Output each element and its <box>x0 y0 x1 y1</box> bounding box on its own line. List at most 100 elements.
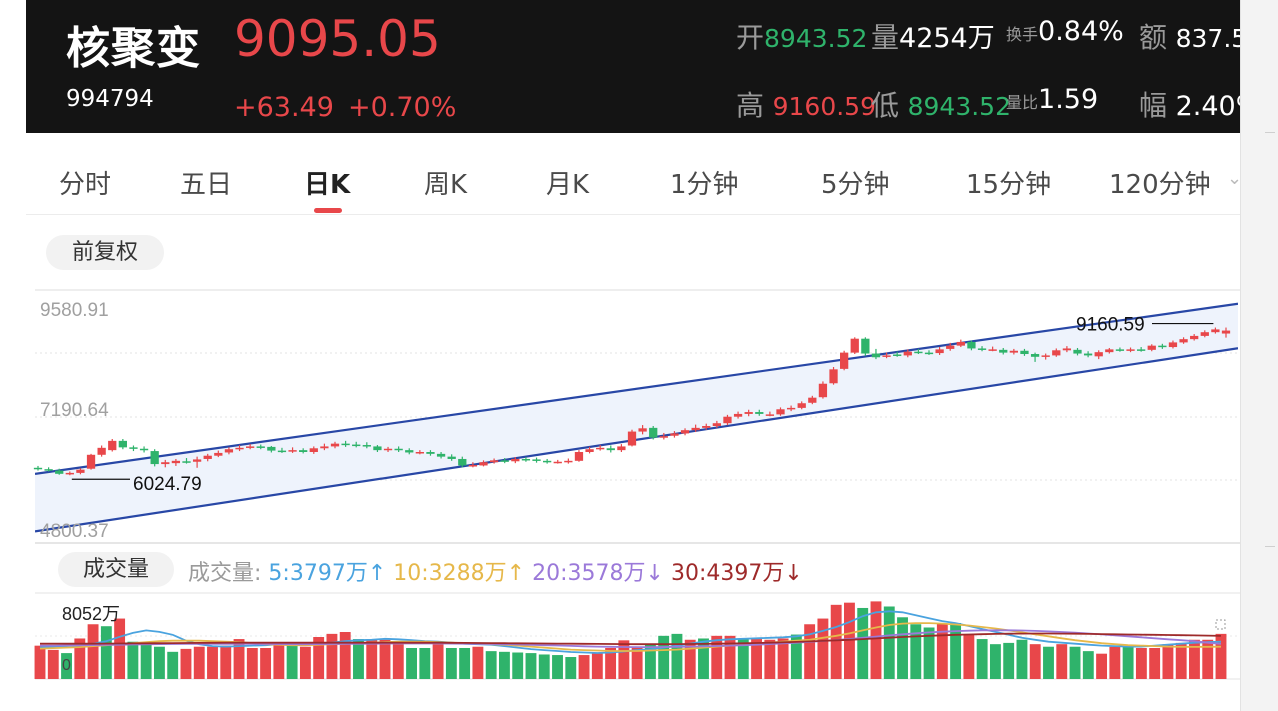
candle-body <box>659 436 668 438</box>
candle-body <box>553 461 562 464</box>
candle-body <box>617 446 626 451</box>
trend-channel-upper-line <box>35 302 1238 475</box>
volume-bar <box>100 626 112 679</box>
volume-bar <box>1096 653 1108 679</box>
tab-5min[interactable]: 5分钟 <box>821 170 890 200</box>
candle-body <box>840 352 849 369</box>
candle-body <box>1062 348 1072 351</box>
candle-body <box>564 460 573 463</box>
volume-bar <box>167 651 179 679</box>
volume-bar <box>498 651 510 679</box>
candle-body <box>447 456 456 459</box>
tab-intraday[interactable]: 分时 <box>59 170 112 200</box>
volume-indicator-button[interactable]: 成交量 <box>58 552 174 587</box>
chevron-down-icon[interactable]: ⌄ <box>1227 168 1243 189</box>
volume-bar <box>180 648 192 679</box>
candle-body <box>606 448 615 451</box>
volume-bar <box>273 642 285 679</box>
volume-bar <box>870 601 882 679</box>
amount-label: 额 <box>1139 21 1168 54</box>
turnover-stat: 换手0.84% <box>1006 16 1124 47</box>
candle-body <box>521 458 531 461</box>
crosshair-icon[interactable] <box>1215 619 1226 630</box>
volume-bar <box>883 606 895 679</box>
candle-body <box>309 448 318 453</box>
candle-body <box>267 446 276 451</box>
candle-body <box>65 472 74 475</box>
high-marker-label: 9160.59 <box>1076 315 1145 336</box>
tab-weekly-k[interactable]: 周K <box>424 170 468 200</box>
ma30-value: 30:4397万↓ <box>670 561 803 586</box>
candle-body <box>1020 350 1029 355</box>
tab-15min[interactable]: 15分钟 <box>966 170 1052 200</box>
volume-ma30-line <box>40 632 1222 646</box>
candle-body <box>489 460 499 463</box>
candle-body <box>1179 339 1188 343</box>
volume-bar <box>1215 633 1227 679</box>
candle-body <box>712 423 721 426</box>
candle-body <box>1083 353 1093 356</box>
candle-body <box>1115 349 1125 351</box>
candle-body <box>320 446 329 449</box>
low-value: 8943.52 <box>907 92 1011 121</box>
volume-bar <box>976 639 988 679</box>
candle-body <box>192 459 202 462</box>
candle-body <box>723 416 732 424</box>
candle-body <box>1009 350 1018 353</box>
candle-body <box>585 449 594 453</box>
tab-120min[interactable]: 120分钟 <box>1109 170 1211 200</box>
period-tabs: 分时 五日 日K 周K 月K 1分钟 5分钟 15分钟 120分钟 ⌄ <box>26 140 1243 215</box>
volume-bar <box>631 646 643 679</box>
volume-bar <box>910 624 922 679</box>
candle-body <box>733 413 743 417</box>
high-stat: 高 9160.59 <box>736 84 876 124</box>
tab-daily-k[interactable]: 日K <box>304 170 351 200</box>
candle-body <box>829 369 838 384</box>
candle-body <box>903 351 912 356</box>
volume-bar <box>1069 646 1081 679</box>
volume-bar <box>950 622 962 679</box>
volume-bar <box>34 645 46 679</box>
amplitude-value: 2.40% <box>1175 91 1240 122</box>
candle-body <box>299 450 308 453</box>
volume-bar <box>923 627 935 679</box>
volume-bar <box>618 640 630 679</box>
volume-bar <box>445 647 457 679</box>
volume-bar <box>525 653 537 679</box>
amount-value: 837.5 <box>1175 24 1240 53</box>
low-stat: 低 8943.52 <box>871 84 1011 124</box>
candle-body <box>1094 352 1103 357</box>
volume-bar <box>777 638 789 679</box>
candle-body <box>680 430 690 434</box>
volume-bar <box>246 647 258 679</box>
volume-ma20-line <box>40 629 1222 648</box>
volume-bar <box>153 646 165 679</box>
volume-bar <box>578 655 590 679</box>
candle-body <box>797 403 806 408</box>
adjust-mode-button[interactable]: 前复权 <box>46 235 164 270</box>
candle-body <box>182 461 191 463</box>
candle-body <box>1200 332 1209 336</box>
y-tick-label: 4800.37 <box>40 521 109 542</box>
volume-bar <box>313 637 325 679</box>
volume-bar <box>392 644 404 679</box>
volume-bar <box>286 643 298 679</box>
volume-bar <box>339 632 351 679</box>
volume-bar <box>684 639 696 679</box>
candle-body <box>956 341 965 346</box>
volume-bar <box>658 635 670 679</box>
volume-bar <box>644 644 656 679</box>
volume-bar <box>353 639 364 679</box>
turnover-label: 换手 <box>1006 25 1039 44</box>
turnover-value: 0.84% <box>1038 16 1124 47</box>
volume-ma-legend: 成交量: 5:3797万↑ 10:3288万↑ 20:3578万↓ 30:439… <box>188 555 803 587</box>
volume-bar <box>512 652 524 679</box>
volume-legend-prefix: 成交量: <box>188 561 262 586</box>
tab-monthly-k[interactable]: 月K <box>546 170 590 200</box>
low-label: 低 <box>871 89 900 122</box>
tab-1min[interactable]: 1分钟 <box>670 170 739 200</box>
volume-bar <box>605 647 617 679</box>
volume-bar <box>406 647 417 679</box>
tab-five-day[interactable]: 五日 <box>180 170 233 200</box>
